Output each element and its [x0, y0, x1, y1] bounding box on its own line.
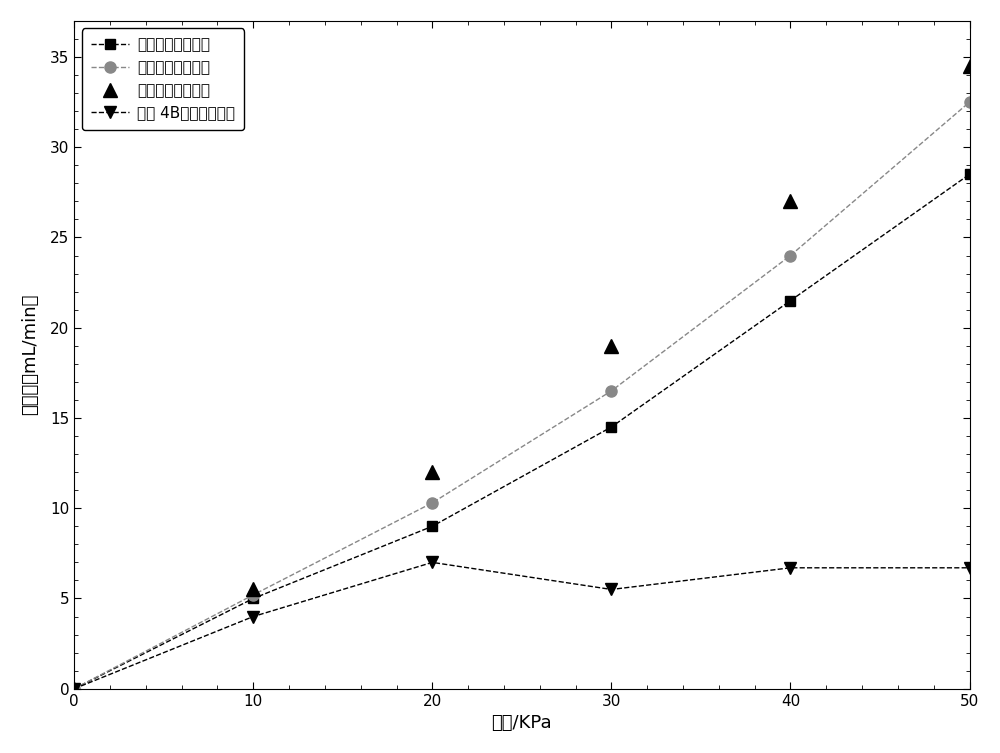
普通 4B琦脂糖凝胶球 [964, 563, 976, 572]
普通 4B琦脂糖凝胶球 [247, 612, 259, 621]
Legend: 高强度琦脂糖微球, 二醛酸纤维素微球, 交联聚乙烯醇微球, 普通 4B琦脂糖凝胶球: 高强度琦脂糖微球, 二醛酸纤维素微球, 交联聚乙烯醇微球, 普通 4B琦脂糖凝胶… [82, 29, 244, 130]
高强度琦脂糖微球 [784, 296, 796, 305]
二醛酸纤维素微球 [247, 590, 259, 599]
交联聚乙烯醇微球 [247, 585, 259, 594]
二醛酸纤维素微球 [426, 498, 438, 508]
高强度琦脂糖微球 [426, 522, 438, 531]
二醛酸纤维素微球 [68, 684, 80, 694]
交联聚乙烯醇微球 [68, 684, 80, 694]
高强度琦脂糖微球 [68, 684, 80, 694]
Y-axis label: 流速／（mL/min）: 流速／（mL/min） [21, 294, 39, 416]
交联聚乙烯醇微球 [426, 468, 438, 477]
Line: 二醛酸纤维素微球: 二醛酸纤维素微球 [69, 96, 975, 694]
交联聚乙烯醇微球 [784, 197, 796, 206]
高强度琦脂糖微球 [964, 169, 976, 178]
二醛酸纤维素微球 [784, 251, 796, 260]
普通 4B琦脂糖凝胶球 [784, 563, 796, 572]
交联聚乙烯醇微球 [605, 341, 617, 350]
Line: 普通 4B琦脂糖凝胶球: 普通 4B琦脂糖凝胶球 [69, 556, 975, 694]
普通 4B琦脂糖凝胶球 [68, 684, 80, 694]
Line: 高强度琦脂糖微球: 高强度琦脂糖微球 [69, 169, 974, 694]
高强度琦脂糖微球 [605, 422, 617, 431]
二醛酸纤维素微球 [605, 386, 617, 395]
X-axis label: 压降/KPa: 压降/KPa [492, 714, 552, 732]
普通 4B琦脂糖凝胶球 [426, 558, 438, 567]
交联聚乙烯醇微球 [964, 62, 976, 71]
二醛酸纤维素微球 [964, 98, 976, 107]
Line: 交联聚乙烯醇微球: 交联聚乙烯醇微球 [67, 59, 976, 696]
高强度琦脂糖微球 [247, 594, 259, 603]
普通 4B琦脂糖凝胶球 [605, 585, 617, 594]
